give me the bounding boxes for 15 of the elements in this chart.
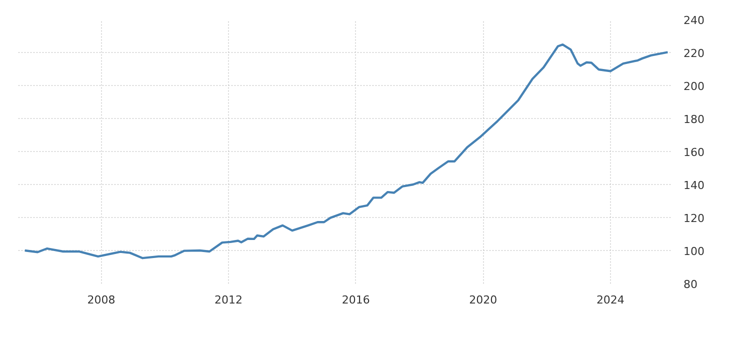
x-tick-label: 2016	[342, 294, 370, 306]
y-tick-label: 100	[684, 245, 704, 258]
y-tick-label: 240	[684, 14, 704, 27]
y-tick-label: 220	[684, 47, 704, 60]
x-tick-label: 2024	[596, 294, 624, 306]
y-tick-label: 80	[684, 278, 698, 291]
y-tick-label: 200	[684, 80, 704, 93]
x-tick-label: 2020	[469, 294, 498, 306]
x-tick-label: 2012	[214, 294, 243, 306]
y-tick-label: 180	[684, 113, 704, 126]
y-tick-label: 120	[684, 212, 704, 225]
line-series	[24, 43, 669, 260]
x-tick-label: 2008	[87, 294, 116, 306]
y-tick-label: 160	[684, 146, 704, 159]
y-tick-label: 140	[684, 179, 704, 192]
